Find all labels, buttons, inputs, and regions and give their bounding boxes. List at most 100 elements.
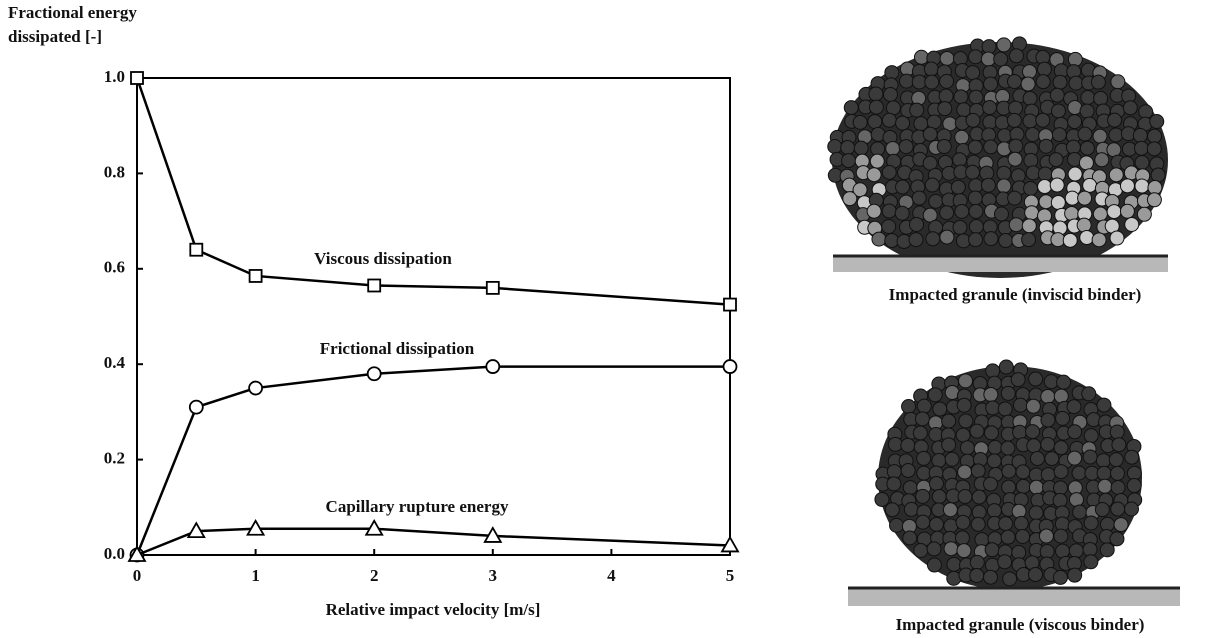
particle (868, 99, 884, 115)
particle (1090, 74, 1106, 90)
particle (922, 126, 938, 142)
particle (1067, 567, 1083, 583)
particle (843, 100, 859, 116)
y-tick-label: 0.4 (104, 353, 126, 372)
particle (969, 423, 985, 439)
particle (924, 177, 940, 193)
particle (871, 231, 887, 247)
particle (916, 450, 932, 466)
particle (1071, 465, 1087, 481)
particle (1119, 203, 1135, 219)
particle (1028, 371, 1044, 387)
particle (1050, 195, 1066, 211)
particle (1067, 450, 1083, 466)
marker (246, 518, 266, 536)
particle (913, 542, 929, 558)
particle (1134, 178, 1150, 194)
particle (957, 489, 973, 505)
particle (1022, 90, 1038, 106)
x-tick-label: 4 (607, 566, 616, 585)
particle (1055, 410, 1071, 426)
particle (987, 439, 1003, 455)
particle (881, 203, 897, 219)
marker (483, 526, 503, 543)
particle (898, 139, 914, 155)
particle (986, 503, 1002, 519)
particle (997, 128, 1013, 144)
particle (1149, 113, 1165, 129)
particle (965, 164, 981, 180)
particle (967, 139, 983, 155)
particle (939, 73, 955, 89)
particle (983, 569, 999, 585)
particle (1040, 389, 1056, 405)
particle (1110, 501, 1126, 517)
particle (1025, 398, 1041, 414)
particle (1028, 505, 1044, 521)
particle (1108, 452, 1124, 468)
particle (954, 129, 970, 145)
particle (853, 140, 869, 156)
particle (1134, 154, 1150, 170)
particle (923, 61, 939, 77)
particle (937, 101, 953, 117)
y-tick-label: 0.0 (104, 544, 125, 563)
particle (911, 74, 927, 90)
particle (1146, 192, 1162, 208)
particle (1053, 464, 1069, 480)
y-tick-label: 1.0 (104, 67, 125, 86)
particle (983, 231, 999, 247)
marker (127, 545, 147, 562)
particle (914, 411, 930, 427)
marker (364, 518, 384, 536)
particle (958, 373, 974, 389)
marker (720, 535, 740, 553)
particle (1000, 440, 1016, 456)
particle (899, 73, 915, 89)
particle (852, 114, 868, 130)
particle (1082, 177, 1098, 193)
particle (1068, 75, 1084, 91)
particle (1001, 463, 1017, 479)
particle (894, 205, 910, 221)
particle (913, 49, 929, 65)
x-label: Relative impact velocity [m/s] (326, 600, 541, 619)
particle (1040, 467, 1056, 483)
particle (1023, 152, 1039, 168)
particle (1024, 205, 1040, 221)
particle (1147, 128, 1163, 144)
particle (915, 514, 931, 530)
particle (827, 138, 843, 154)
particle (998, 359, 1014, 375)
particle (959, 440, 975, 456)
particle (998, 516, 1014, 532)
particle (1038, 528, 1054, 544)
particle (1008, 217, 1024, 233)
particle (1035, 112, 1051, 128)
particle (909, 216, 925, 232)
particle (982, 114, 998, 130)
particle (1049, 87, 1065, 103)
particle (895, 115, 911, 131)
particle (954, 203, 970, 219)
particle (895, 179, 911, 195)
particle (1000, 385, 1016, 401)
particle (956, 543, 972, 559)
particle (881, 112, 897, 128)
particle (1052, 74, 1068, 90)
particle (984, 542, 1000, 558)
marker (722, 359, 738, 374)
particle (931, 453, 947, 469)
particle (1082, 449, 1098, 465)
marker (485, 280, 500, 295)
particle (928, 476, 944, 492)
particle (1146, 141, 1162, 157)
particle (1039, 543, 1055, 559)
particle (942, 502, 958, 518)
particle (983, 76, 999, 92)
particle (993, 51, 1009, 67)
particle (946, 556, 962, 572)
y-label-line-2: dissipated [-] (8, 27, 102, 46)
particle (1079, 103, 1095, 119)
particle (926, 541, 942, 557)
